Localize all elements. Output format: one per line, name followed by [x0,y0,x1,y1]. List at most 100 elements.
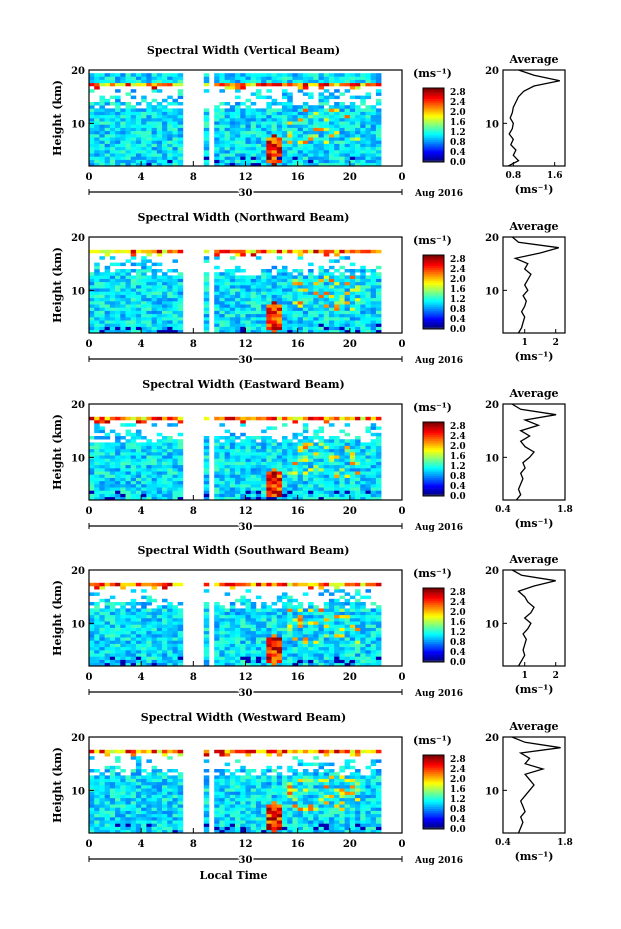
heatmap-cell [255,301,262,305]
heatmap-cell [141,637,147,641]
heatmap-cell [156,153,163,157]
heatmap-cell [167,646,173,651]
heatmap-cell [115,662,121,667]
heatmap-cell [375,288,382,292]
heatmap-cell [308,285,314,289]
heatmap-cell [162,624,168,628]
heatmap-cell [323,143,330,148]
heatmap-cell [94,474,100,478]
heatmap-cell [135,102,142,106]
heatmap-cell [323,114,330,119]
heatmap-cell [271,493,278,498]
colorbar-step [423,288,444,291]
heatmap-cell [344,634,351,638]
month-label: Aug 2016 [414,189,463,199]
heatmap-cell [344,275,351,279]
heatmap-cell [135,420,142,424]
heatmap-cell [214,140,220,144]
heatmap-cell [344,464,351,469]
heatmap-cell [375,640,382,644]
heatmap-cell [235,285,241,289]
heatmap-cell [370,307,377,311]
heatmap-cell [177,458,184,462]
heatmap-cell [229,285,236,289]
heatmap-cell [151,423,158,427]
heatmap-cell [203,643,210,648]
heatmap-cell [203,326,210,331]
heatmap-cell [370,650,377,654]
colorbar-step [423,599,444,602]
heatmap-cell [255,162,262,167]
colorbar-step [423,88,444,91]
heatmap-cell [349,118,356,122]
heatmap-cell [167,118,173,122]
chart-title: Spectral Width (Eastward Beam) [142,378,344,391]
heatmap-cell [146,634,152,638]
heatmap-cell [115,76,121,80]
x-tick-label: 0 [86,506,93,517]
heatmap-cell [365,442,371,446]
heatmap-cell [276,662,283,667]
heatmap-cell [224,159,231,164]
heatmap-cell [313,291,319,295]
heatmap-cell [146,480,152,485]
heatmap-cell [266,496,272,501]
heatmap-cell [261,448,267,453]
heatmap-cell [276,130,283,135]
heatmap-cell [344,73,351,77]
heatmap-cell [276,301,283,305]
heatmap-cell [318,313,325,318]
heatmap-cell [282,464,288,469]
heatmap-cell [313,490,319,494]
heatmap-cell [99,162,105,167]
heatmap-cell [115,474,121,478]
heatmap-cell [151,618,158,622]
heatmap-cell [292,320,298,324]
heatmap-cell [271,118,278,122]
heatmap-cell [146,294,152,299]
heatmap-cell [214,82,220,87]
heatmap-cell [355,445,361,450]
heatmap-cell [255,79,262,84]
heatmap-cell [104,455,111,459]
heatmap-cell [370,162,377,167]
heatmap-cell [334,143,340,148]
heatmap-cell [104,432,111,437]
colorbar-step [423,152,444,155]
heatmap-cell [297,278,304,283]
heatmap-cell [89,326,95,331]
colorbar-step [423,442,444,445]
heatmap-cell [308,326,314,331]
heatmap-cell [271,134,278,138]
heatmap-cell [214,445,220,450]
heatmap-cell [172,317,178,321]
heatmap-cell [370,150,377,154]
heatmap-cell [313,285,319,289]
heatmap-cell [255,490,262,494]
heatmap-cell [328,630,335,635]
heatmap-cell [146,143,152,148]
colorbar-step [423,481,444,484]
heatmap-cell [146,329,152,334]
heatmap-cell [224,458,231,462]
heatmap-cell [318,127,325,132]
heatmap-cell [120,130,126,135]
heatmap-cell [255,496,262,501]
heatmap-cell [360,320,366,324]
heatmap-cell [135,294,142,299]
heatmap-cell [355,301,361,305]
heatmap-cell [375,130,382,135]
heatmap-cell [360,278,366,283]
heatmap-cell [89,618,95,622]
heatmap-cell [177,297,184,302]
heatmap-cell [224,455,231,459]
heatmap-cell [308,455,314,459]
heatmap-cell [245,436,252,440]
heatmap-cell [172,643,178,648]
heatmap-cell [120,323,126,327]
heatmap-cell [313,326,319,331]
heatmap-cell [214,611,220,616]
heatmap-cell [308,310,314,315]
heatmap-cell [203,256,210,260]
heatmap-cell [146,130,152,135]
